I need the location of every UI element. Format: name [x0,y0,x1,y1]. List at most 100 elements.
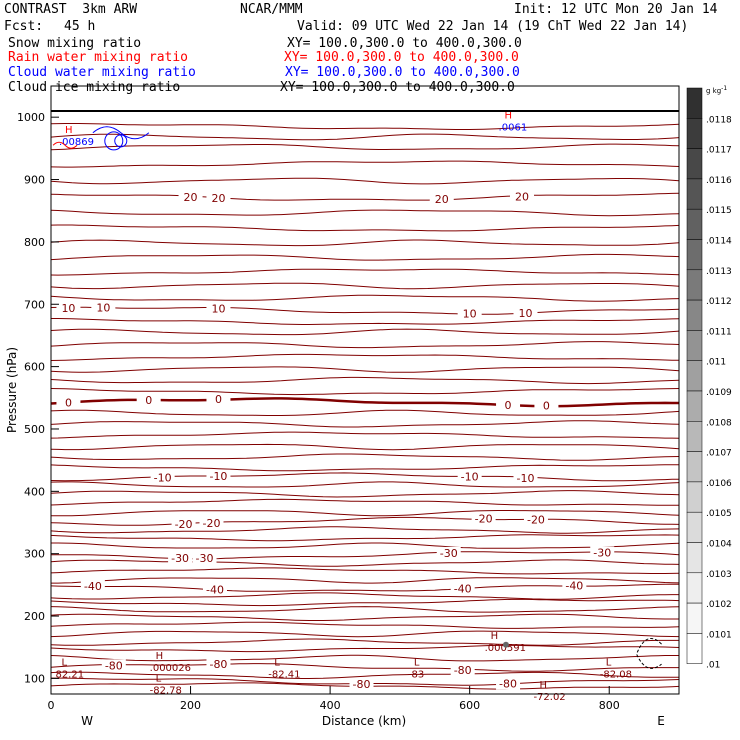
colorbar-label: .0118 [706,115,732,125]
isotherm-line [50,453,680,461]
isotherm-line [50,526,680,534]
extremum-letter: L [606,657,612,668]
colorbar-swatch [686,239,703,271]
contour-label: -30 [196,552,214,565]
extremum-letter: H [505,111,513,122]
x-axis-left-end: W [81,714,93,728]
extremum-letter: H [65,125,73,136]
y-tick-label: 800 [24,236,45,249]
x-tick-label: 400 [320,699,341,712]
contour-label: -10 [154,472,172,485]
field-name-cloud-water: Cloud water mixing ratio [8,65,196,80]
contour-label: -30 [440,547,458,560]
y-tick-label: 500 [24,423,45,436]
x-tick-label: 800 [599,699,620,712]
x-tick-label: 200 [180,699,201,712]
contour-label-bg [590,546,615,559]
contour-label: -10 [209,470,227,483]
contour-label: 0 [543,399,550,412]
contour-label-bg [206,469,231,482]
contour-label: -40 [454,582,472,595]
colorbar-unit-text: g kg [706,87,721,95]
contour-label-bg [192,552,217,565]
cloud-water-contour [92,126,150,140]
contour-label: 0 [145,394,152,407]
contour-label-bg [80,579,105,592]
isotherm-line [50,490,680,498]
y-axis-label: Pressure (hPa) [5,347,19,433]
isotherm-line [50,224,680,232]
y-tick-label: 400 [24,485,45,498]
contour-label-bg [349,678,374,691]
isotherm-line [50,328,680,336]
y-tick-label: 300 [24,548,45,561]
contour-label-bg [429,192,454,205]
forecast-hours: 45 h [64,19,96,34]
y-tick-label: 600 [24,361,45,374]
contour-label: -80 [454,664,472,677]
isotherm-line [50,606,680,613]
extremum-letter: L [274,657,280,668]
x-axis: 0 200 400 600 800 [48,686,620,712]
extremum-letter: H [539,680,547,691]
colorbar-label: .0113 [706,267,732,277]
temperature-contours: -80 -80 -80 -80 -80 -40 -40 -40 -40 -30 -30 -30 -30 -… [50,123,680,691]
colorbar-swatch [686,269,703,301]
colorbar-swatch [686,633,703,664]
contour-label-bg [513,471,538,484]
contour-label-bg [513,306,538,319]
contour-label: 20 [211,192,225,205]
y-tick-label: 100 [24,672,45,685]
contour-20 [50,192,680,201]
contour-label-bg [450,582,475,595]
center-title: NCAR/MMM [240,2,303,17]
colorbar-label: .0114 [706,237,732,247]
y-axis: 100 200 300 400 500 600 700 800 900 1000 [17,111,59,685]
contour-label-bg [471,512,496,525]
isotherm-line [50,253,680,261]
y-tick-label: 700 [24,298,45,311]
isotherm-line [51,318,680,325]
y-tick-label: 900 [24,174,45,187]
contour-label: 0 [505,399,512,412]
valid-time: Valid: 09 UTC Wed 22 Jan 14 (19 ChT Wed … [297,19,689,34]
colorbar-label: .0111 [706,327,732,337]
contour-label-bg [206,658,231,671]
colorbar-label: .0102 [706,600,732,610]
contour-label-bg [56,396,81,409]
colorbar-swatch [686,421,703,452]
rain-water-contour [52,141,78,149]
colorbar-label: .0116 [706,176,732,186]
extremum-letter: L [156,674,162,685]
extremum-value: .000591 [485,643,526,654]
isotherm-line [50,592,679,600]
colorbar-swatch [686,148,703,180]
field-xy-cloud-water: XY= 100.0,300.0 to 400.0,300.0 [285,65,520,80]
contour-label: 10 [96,302,110,315]
isotherm-line [50,498,679,506]
colorbar-unit: g kg-1 [706,85,727,95]
isotherm-line [50,654,679,662]
isotherm-line [50,443,680,451]
colorbar-swatch [686,360,703,392]
isotherm-line [50,123,680,130]
contour-label-bg [168,551,193,564]
contour-label-bg [562,579,587,592]
contour-label: 0 [65,396,72,409]
extremum-value: -82.41 [268,669,300,680]
y-tick-label: 200 [24,610,45,623]
contour-label-bg [101,659,126,672]
colorbar-swatch [686,572,703,604]
extremum-value: -82.08 [600,669,632,680]
contour-label: -30 [171,552,189,565]
colorbar-label: .0104 [706,540,732,550]
extremum-letter: H [491,631,499,642]
contour-label: 10 [518,307,532,320]
colorbar-label: .0108 [706,418,732,428]
contour-label-bg [206,302,231,315]
extremum-value: -83 [408,669,424,680]
model-title: CONTRAST 3km ARW [4,2,138,17]
colorbar-swatch [686,481,703,513]
isotherm-line [50,621,680,629]
